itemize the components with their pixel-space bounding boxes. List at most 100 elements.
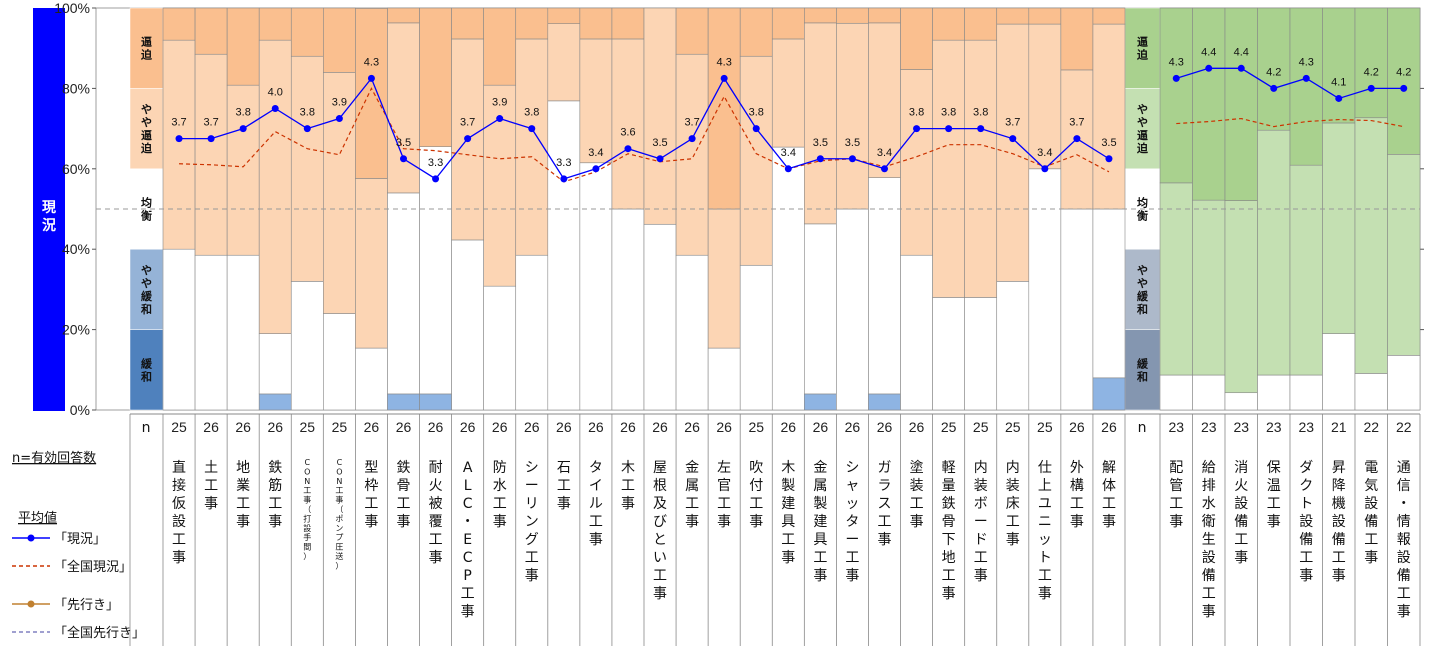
- side-bar: [33, 8, 65, 411]
- bar-segment: [1028, 23, 1062, 170]
- current-average-point: [784, 165, 792, 173]
- category-label-char: 床: [1006, 496, 1020, 512]
- category-label-char: い: [653, 550, 667, 566]
- category-label-char: 工: [1006, 514, 1020, 530]
- n-value: 26: [588, 419, 604, 435]
- current-average-point: [464, 135, 472, 143]
- bar-segment: [868, 177, 901, 395]
- category-label-char: 事: [236, 514, 250, 530]
- category-label-char: 工: [653, 568, 667, 584]
- category-label-char: ッ: [845, 496, 859, 512]
- category-label-char: 設: [303, 523, 311, 533]
- category-label-char: 事: [942, 586, 956, 602]
- category-label-char: 工: [589, 514, 603, 530]
- current-average-point: [496, 115, 504, 123]
- category-label-char: 事: [1267, 514, 1281, 530]
- bar-segment: [932, 7, 965, 41]
- band-label-char: 緩: [1137, 356, 1149, 370]
- bar-segment: [964, 7, 998, 41]
- category-label-char: 工: [557, 478, 571, 494]
- current-average-point: [303, 125, 311, 133]
- data-label: 3.7: [460, 117, 475, 129]
- n-value: 26: [1101, 419, 1117, 435]
- current-average-line: [179, 77, 1110, 180]
- current-average-point: [720, 74, 728, 82]
- data-label: 3.5: [396, 137, 411, 149]
- category-label-char: 鉄: [397, 460, 411, 476]
- national-average-line: [1176, 117, 1404, 128]
- bar-segment: [1289, 164, 1323, 376]
- category-label-char: リ: [525, 496, 539, 512]
- category-label-char: 業: [236, 478, 250, 494]
- category-label-char: ）: [303, 552, 311, 561]
- bar-segment: [1192, 7, 1226, 201]
- category-label-char: 事: [493, 514, 507, 530]
- category-label-char: 枠: [364, 478, 378, 494]
- bar-segment: [1354, 117, 1388, 374]
- band-label-char: 衡: [1137, 209, 1148, 223]
- bar-segment: [451, 7, 484, 40]
- category-label-char: 工: [1102, 496, 1116, 512]
- band-panel-cell: [1124, 329, 1161, 411]
- category-label-char: 事: [813, 568, 827, 584]
- current-average-point: [881, 165, 888, 173]
- category-label-char: 事: [878, 532, 892, 548]
- category-label-char: 事: [1299, 568, 1313, 584]
- n-value: 26: [267, 419, 283, 435]
- category-label-char: 事: [717, 514, 731, 530]
- category-label-char: 金: [813, 460, 827, 476]
- bar-segment: [643, 7, 677, 225]
- n-value: 26: [524, 419, 540, 435]
- category-label-char: 事: [364, 514, 378, 530]
- category-label-char: 事: [781, 550, 795, 566]
- category-label-char: 工: [1397, 586, 1411, 602]
- category-label-char: 仮: [172, 496, 186, 512]
- category-label-char: 上: [1038, 478, 1052, 494]
- bar-segment: [323, 7, 356, 73]
- n-header: n: [142, 420, 151, 436]
- category-label-char: 工: [268, 496, 282, 512]
- category-label-char: ー: [845, 532, 859, 548]
- category-label-char: 事: [268, 514, 282, 530]
- category-label-char: ・: [1397, 496, 1411, 512]
- bar-segment: [1028, 7, 1062, 25]
- category-label-char: 工: [749, 496, 763, 512]
- current-average-point: [1009, 135, 1017, 143]
- data-label: 3.8: [973, 107, 988, 119]
- bar-segment: [226, 254, 260, 411]
- category-label-char: 工: [974, 550, 988, 566]
- n-note: n=有効回答数: [12, 450, 96, 466]
- category-label-char: ス: [878, 496, 892, 512]
- band-label-char: 迫: [140, 48, 153, 62]
- category-label-char: 設: [1299, 514, 1313, 530]
- band-panel-cell: [129, 329, 164, 411]
- band-label-char: 逼: [1137, 129, 1148, 142]
- bar-segment: [194, 254, 228, 411]
- bar-segment: [932, 297, 965, 411]
- category-label-char: 工: [685, 496, 699, 512]
- current-average-point: [1367, 84, 1375, 92]
- category-label-char: 外: [1070, 460, 1084, 476]
- category-label-char: 工: [429, 532, 443, 548]
- band-label-char: 均: [1137, 196, 1148, 210]
- bar-segment: [836, 208, 869, 411]
- current-average-line: [1176, 67, 1404, 100]
- category-label-char: 工: [1202, 586, 1216, 602]
- category-label-char: 筋: [268, 477, 282, 494]
- data-label: 3.5: [845, 137, 860, 149]
- current-average-point: [1335, 94, 1343, 102]
- band-label-char: 逼: [1137, 36, 1148, 49]
- current-average-point: [175, 135, 183, 143]
- bar-segment: [387, 192, 420, 395]
- band-label-char: 緩: [1137, 289, 1149, 303]
- category-label-char: 事: [1038, 586, 1052, 602]
- category-label-char: ド: [974, 532, 988, 548]
- current-average-point: [913, 125, 921, 133]
- current-average-point: [624, 145, 632, 153]
- category-label-char: 事: [397, 514, 411, 530]
- category-label-char: 打: [303, 513, 311, 523]
- data-label: 3.5: [652, 137, 667, 149]
- legend-marker: [27, 534, 35, 542]
- band-label-char: 迫: [140, 141, 153, 155]
